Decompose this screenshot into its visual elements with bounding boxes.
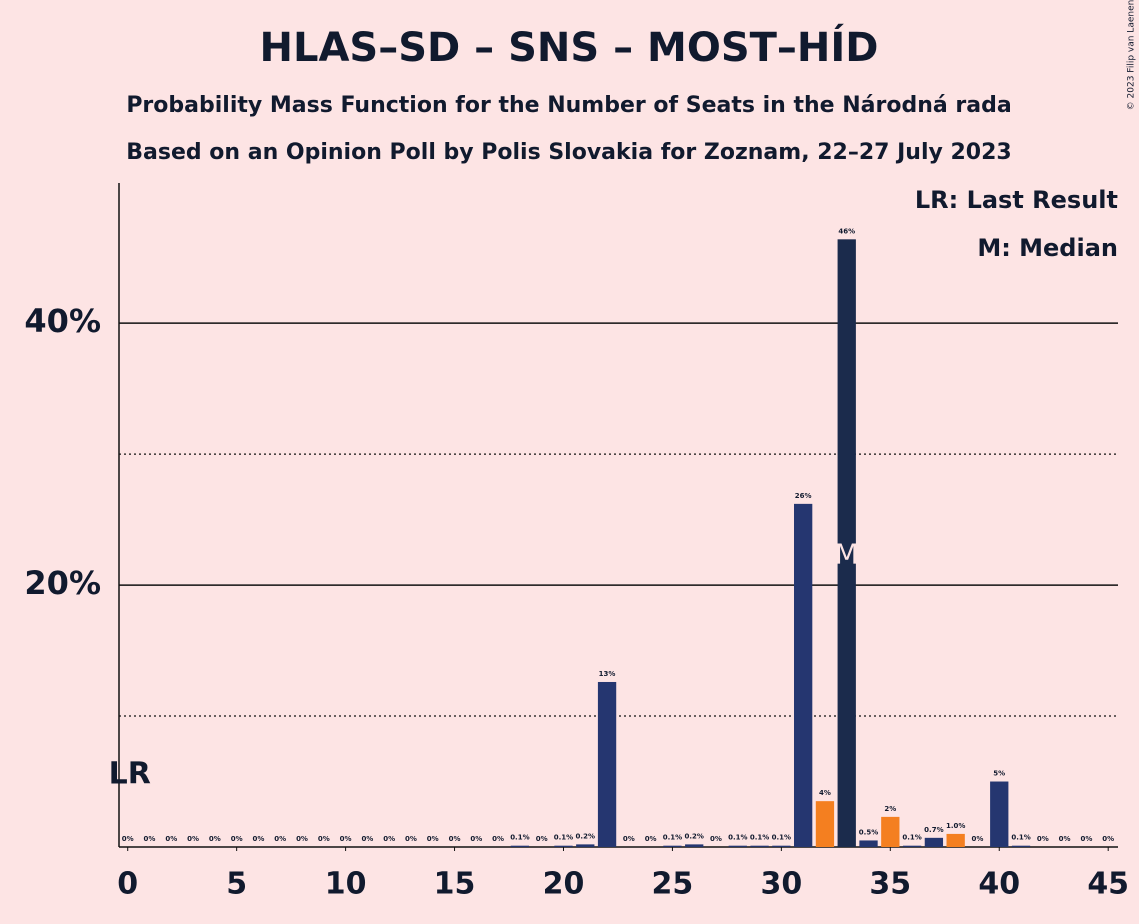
value-label: 0% <box>470 835 482 843</box>
value-label: 0.1% <box>728 834 747 842</box>
bar <box>859 840 878 847</box>
bar <box>663 845 682 847</box>
bar <box>554 845 573 847</box>
value-label: 0.1% <box>663 834 682 842</box>
value-label: 0% <box>165 835 177 843</box>
value-label: 0% <box>209 835 221 843</box>
value-label: 0.2% <box>576 832 595 840</box>
value-label: 0% <box>253 835 265 843</box>
value-label: 0% <box>318 835 330 843</box>
chart-subtitle: Based on an Opinion Poll by Polis Slovak… <box>126 140 1011 165</box>
y-tick-label: 20% <box>24 564 101 602</box>
bar <box>597 681 617 847</box>
value-label: 46% <box>838 227 855 235</box>
chart-title: HLAS–SD – SNS – MOST–HÍD <box>259 23 878 71</box>
value-label: 0% <box>383 835 395 843</box>
x-tick-label: 5 <box>226 867 247 902</box>
bar <box>924 837 944 847</box>
bar <box>881 816 900 847</box>
x-tick-label: 25 <box>652 867 694 902</box>
bar <box>772 845 791 847</box>
x-tick-label: 0 <box>117 867 138 902</box>
value-label: 0% <box>623 835 635 843</box>
value-label: 1.0% <box>946 822 965 830</box>
value-label: 0% <box>405 835 417 843</box>
bar <box>946 833 965 847</box>
bar <box>728 845 747 847</box>
value-label: 13% <box>599 670 616 678</box>
bar <box>815 801 835 847</box>
bar <box>794 503 813 847</box>
bar <box>902 845 922 847</box>
x-tick-label: 35 <box>869 867 911 902</box>
value-label: 0% <box>361 835 373 843</box>
value-label: 0% <box>645 835 657 843</box>
value-label: 26% <box>795 492 812 500</box>
bar <box>685 844 704 847</box>
bar <box>990 781 1009 847</box>
value-label: 0% <box>972 835 984 843</box>
last-result-marker: LR <box>109 757 151 792</box>
value-label: 0% <box>296 835 308 843</box>
x-tick-label: 15 <box>434 867 476 902</box>
value-label: 0% <box>449 835 461 843</box>
value-label: 0% <box>187 835 199 843</box>
chart-subtitle: Probability Mass Function for the Number… <box>126 93 1011 118</box>
value-label: 0% <box>122 835 134 843</box>
x-tick-label: 30 <box>760 867 802 902</box>
bar <box>510 845 530 847</box>
x-tick-label: 45 <box>1087 867 1129 902</box>
value-label: 0.5% <box>859 828 878 836</box>
legend-entry: LR: Last Result <box>915 186 1118 214</box>
bar <box>576 844 595 847</box>
x-tick-label: 20 <box>543 867 585 902</box>
value-label: 0% <box>1037 835 1049 843</box>
bar <box>837 239 856 848</box>
value-label: 0% <box>231 835 243 843</box>
x-tick-label: 10 <box>325 867 367 902</box>
value-label: 0.7% <box>924 826 943 834</box>
value-label: 5% <box>993 770 1005 778</box>
value-label: 0.1% <box>750 834 769 842</box>
value-label: 0% <box>274 835 286 843</box>
value-label: 0.1% <box>902 834 921 842</box>
bar <box>750 845 769 847</box>
bar <box>1011 845 1031 847</box>
value-label: 0.1% <box>1011 834 1030 842</box>
x-tick-label: 40 <box>978 867 1020 902</box>
value-label: 0% <box>340 835 352 843</box>
legend-entry: M: Median <box>977 234 1118 262</box>
value-label: 2% <box>884 805 896 813</box>
value-label: 0% <box>536 835 548 843</box>
value-label: 0.1% <box>554 834 573 842</box>
value-label: 0% <box>710 835 722 843</box>
median-marker: M <box>835 537 859 570</box>
value-label: 0% <box>427 835 439 843</box>
value-label: 0.1% <box>510 834 529 842</box>
value-label: 0% <box>492 835 504 843</box>
value-label: 0.1% <box>772 834 791 842</box>
value-label: 0% <box>144 835 156 843</box>
value-label: 0% <box>1080 835 1092 843</box>
value-label: 4% <box>819 789 831 797</box>
copyright: © 2023 Filip van Laenen <box>1127 0 1137 110</box>
value-label: 0.2% <box>685 832 704 840</box>
value-label: 0% <box>1059 835 1071 843</box>
value-label: 0% <box>1102 835 1114 843</box>
y-tick-label: 40% <box>24 302 101 340</box>
